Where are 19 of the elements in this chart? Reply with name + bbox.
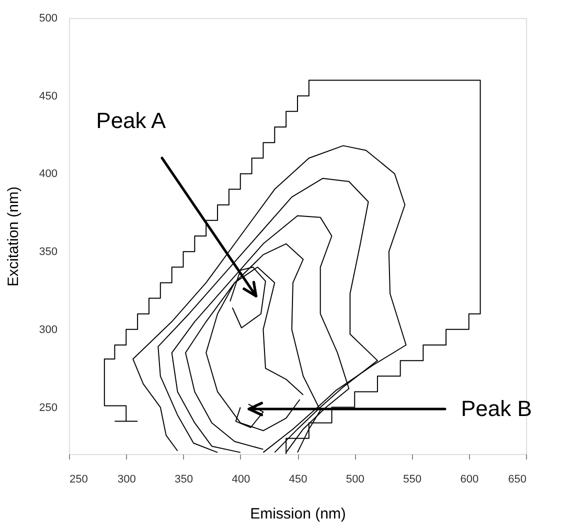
x-tick-label: 450 bbox=[288, 474, 308, 486]
y-tick-label: 350 bbox=[39, 246, 58, 258]
x-tick-label: 600 bbox=[460, 474, 479, 486]
x-tick-label: 500 bbox=[346, 474, 364, 486]
y-tick-label: 250 bbox=[39, 402, 58, 414]
y-tick-label: 400 bbox=[39, 168, 58, 180]
x-axis-title: Emission (nm) bbox=[250, 506, 346, 522]
x-tick-label: 650 bbox=[508, 474, 526, 486]
annotation: Peak B bbox=[461, 396, 532, 421]
x-tick-label: 550 bbox=[403, 474, 422, 486]
x-tick-label: 300 bbox=[117, 474, 136, 486]
y-tick-label: 500 bbox=[39, 12, 58, 24]
x-tick-label: 400 bbox=[232, 474, 250, 486]
x-tick-label: 350 bbox=[174, 474, 193, 486]
y-tick-label: 450 bbox=[39, 90, 58, 102]
x-tick-label: 250 bbox=[70, 474, 88, 486]
y-tick-label: 300 bbox=[39, 324, 58, 336]
annotation: Peak A bbox=[96, 108, 166, 133]
y-axis-title: Excitation (nm) bbox=[5, 186, 22, 287]
